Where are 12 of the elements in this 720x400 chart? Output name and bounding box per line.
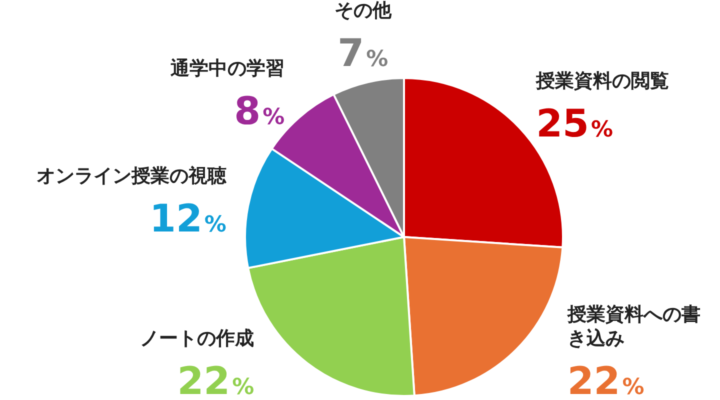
slice-label: 授業資料の閲覧 bbox=[535, 70, 670, 92]
data-label: 22% bbox=[567, 359, 644, 400]
slice-label: ノートの作成 bbox=[140, 327, 254, 350]
slice-label: 授業資料への書き込み bbox=[566, 303, 700, 350]
slice-label: オンライン授業の視聴 bbox=[36, 165, 228, 188]
slice-label: 通学中の学習 bbox=[170, 58, 285, 80]
data-label: 8% bbox=[234, 89, 285, 134]
data-label: 25% bbox=[536, 101, 614, 146]
slice-label: その他 bbox=[334, 0, 392, 22]
data-label: 12% bbox=[150, 196, 226, 241]
data-label: 22% bbox=[177, 359, 254, 400]
data-label: 7% bbox=[338, 31, 388, 75]
